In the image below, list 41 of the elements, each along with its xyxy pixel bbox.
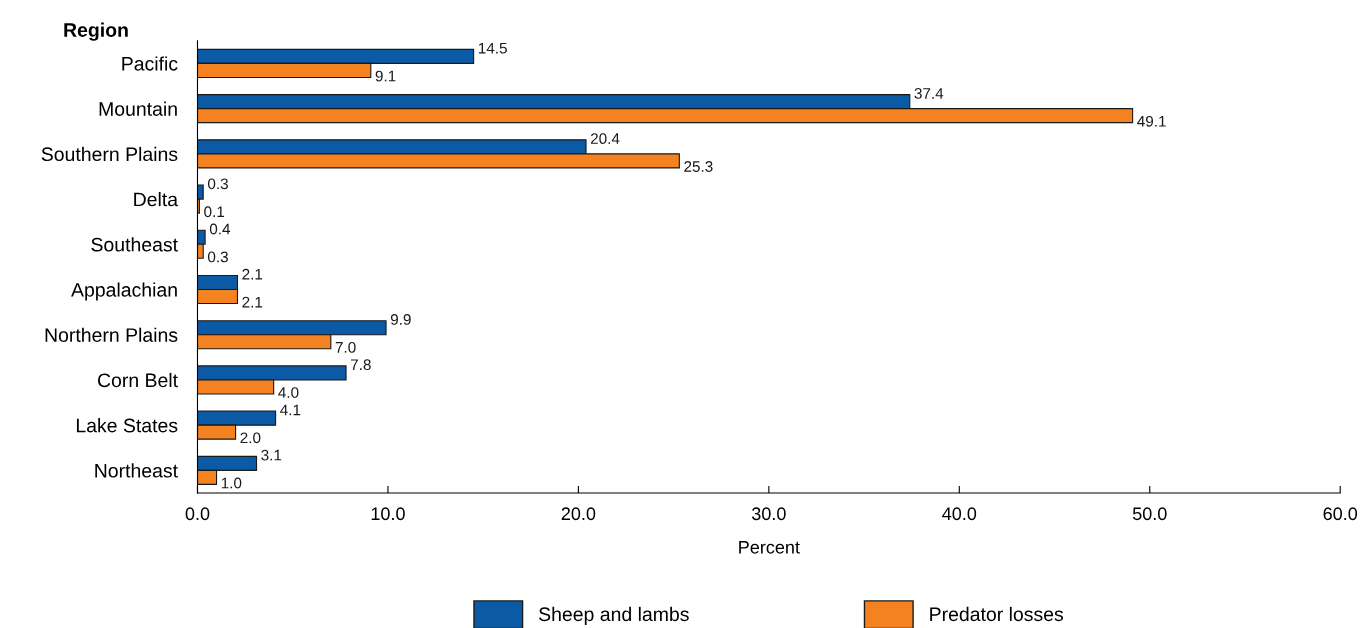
data-label: 4.1 <box>280 404 301 416</box>
data-label: 20.4 <box>590 133 620 145</box>
data-label: 7.0 <box>335 341 356 353</box>
data-label: 4.0 <box>278 387 299 398</box>
data-label: 0.3 <box>207 251 228 263</box>
data-label: 7.8 <box>350 359 371 371</box>
x-tick-label: 50.0 <box>1132 507 1167 521</box>
x-tick-label: 40.0 <box>942 507 977 521</box>
y-tick-label: Southern Plains <box>41 146 178 162</box>
data-label: 0.1 <box>204 206 225 218</box>
data-label: 9.9 <box>390 314 411 325</box>
y-tick-label: Mountain <box>99 101 177 116</box>
x-tick-label: 0.0 <box>185 507 210 521</box>
y-tick-label: Lake States <box>76 418 178 433</box>
data-label: 3.1 <box>261 449 282 461</box>
data-label: 2.1 <box>242 268 263 280</box>
y-tick-label: Delta <box>134 192 179 207</box>
y-tick-label: Northeast <box>95 463 178 478</box>
y-axis-title: Region <box>64 22 128 41</box>
data-label: 25.3 <box>684 161 713 172</box>
data-label: 37.4 <box>914 87 944 99</box>
data-label: 0.4 <box>209 223 231 235</box>
y-tick-label: Pacific <box>122 56 178 71</box>
legend-label: Sheep and lambs <box>539 606 689 625</box>
x-tick-label: 10.0 <box>371 507 405 521</box>
data-label: 14.5 <box>478 42 507 54</box>
x-tick-label: 60.0 <box>1323 507 1358 521</box>
y-tick-label: Appalachian <box>71 282 177 301</box>
legend-label: Predator losses <box>930 606 1064 622</box>
data-label: 2.1 <box>242 296 263 308</box>
x-tick-label: 20.0 <box>561 507 596 521</box>
y-tick-label: Corn Belt <box>97 372 178 388</box>
data-label: 0.3 <box>207 178 228 190</box>
x-tick-label: 30.0 <box>751 507 786 521</box>
data-label: 49.1 <box>1137 115 1166 127</box>
x-axis-title: Percent <box>739 541 800 554</box>
data-label: 9.1 <box>375 70 396 82</box>
y-tick-label: Northern Plains <box>45 327 178 342</box>
data-label: 1.0 <box>221 477 242 489</box>
y-tick-label: Southeast <box>91 237 178 252</box>
data-label: 2.0 <box>240 432 261 444</box>
